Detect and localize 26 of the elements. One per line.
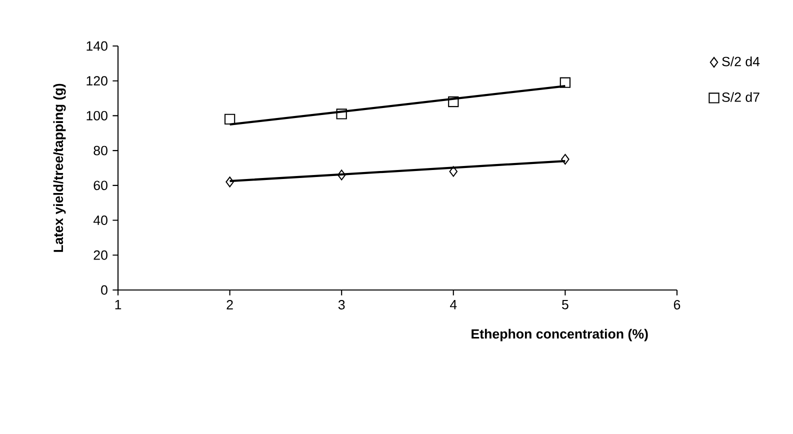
y-tick-label: 20 [94, 250, 108, 260]
point [226, 176, 234, 188]
point [224, 114, 236, 125]
x-tick-label: 1 [115, 300, 122, 310]
y-tick-label: 120 [86, 76, 108, 86]
point [560, 77, 571, 88]
x-tick-label: 2 [226, 300, 233, 310]
x-tick-label: 5 [562, 300, 568, 310]
x-tick-label: 3 [338, 300, 345, 310]
y-tick-label: 40 [93, 216, 108, 225]
point [337, 170, 346, 180]
y-tick-label: 100 [86, 110, 108, 120]
y-axis-title: Latex yield/tree/tapping (g) [53, 84, 66, 252]
legend-label: S/2 d7 [722, 92, 760, 102]
point [336, 108, 347, 120]
point [561, 154, 570, 165]
point [449, 166, 458, 177]
x-tick-label: 6 [674, 300, 680, 310]
y-tick-label: 60 [94, 180, 108, 190]
legend-label: S/2 d4 [722, 56, 760, 66]
x-axis-title: Ethephon concentration (%) [472, 328, 648, 342]
y-tick-label: 0 [101, 285, 108, 295]
point [448, 96, 459, 108]
y-tick-label: 80 [94, 146, 108, 156]
x-tick-label: 4 [450, 300, 457, 310]
y-tick-label: 140 [86, 41, 108, 51]
